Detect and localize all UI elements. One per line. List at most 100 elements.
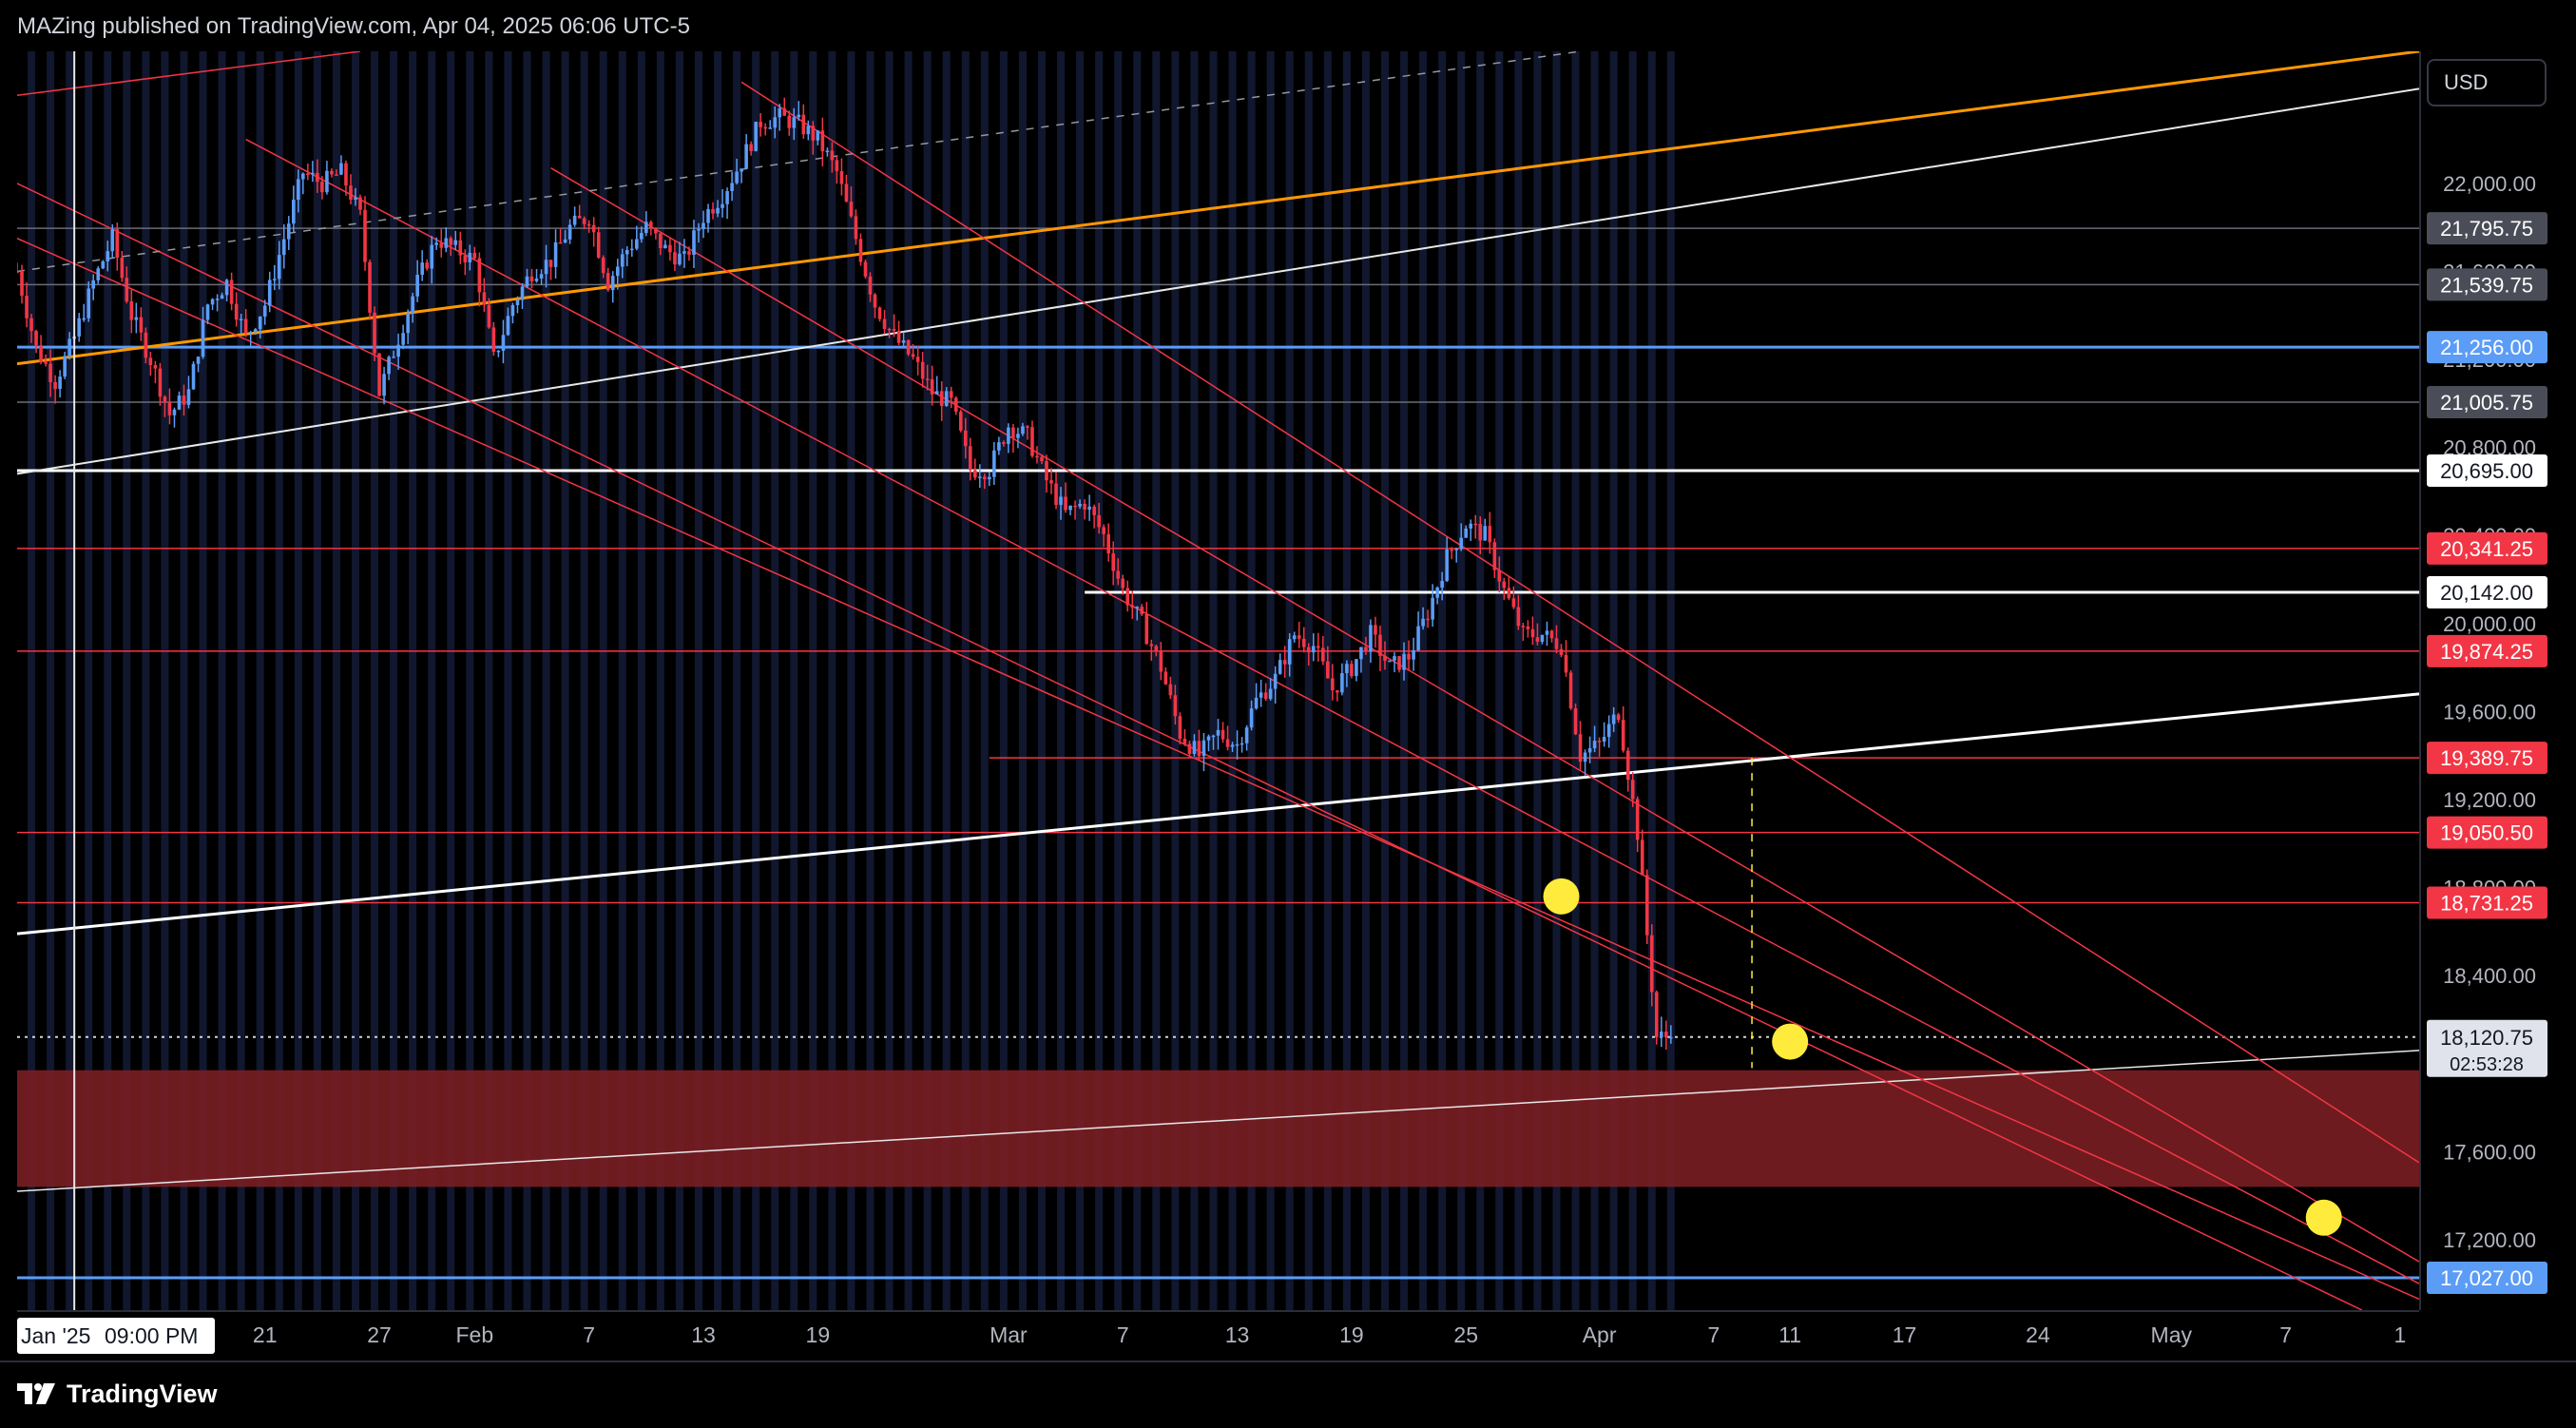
candle-body: [687, 251, 691, 255]
candle-body: [1412, 649, 1415, 660]
time-tick-label: 21: [253, 1322, 278, 1347]
trendlines: [17, 51, 2419, 1310]
candle-body: [711, 208, 715, 214]
candle-body: [1507, 588, 1511, 599]
candle-body: [1568, 672, 1573, 709]
session-band: [1323, 51, 1332, 1310]
session-band: [1018, 51, 1027, 1310]
candle-body: [1040, 456, 1044, 462]
candle-body: [272, 279, 277, 280]
candle-body: [1321, 647, 1325, 662]
candle-body: [944, 391, 949, 406]
candle-body: [816, 130, 820, 141]
candle-body: [215, 299, 220, 300]
level-tag: 19,050.50: [2440, 821, 2533, 845]
session-band: [866, 51, 875, 1310]
candle-body: [96, 268, 101, 280]
candle-body: [134, 317, 139, 320]
candle-body: [939, 391, 944, 406]
candle-body: [110, 229, 115, 252]
candle-body: [1426, 618, 1430, 621]
candle-body: [1616, 714, 1621, 721]
candle-body: [39, 345, 43, 362]
candle-body: [972, 470, 977, 478]
candle-body: [697, 228, 701, 231]
session-band: [694, 51, 702, 1310]
session-band: [104, 51, 112, 1310]
candle-body: [835, 160, 839, 172]
candle-body: [1445, 549, 1449, 582]
trendline: [17, 51, 2419, 366]
time-tick-label: May: [2151, 1322, 2193, 1347]
level-tag-bg: [2427, 531, 2547, 565]
candle-body: [253, 329, 258, 333]
candle-body: [1068, 505, 1072, 511]
session-band: [1514, 51, 1523, 1310]
candle-body: [1235, 743, 1240, 746]
candle-body: [596, 232, 601, 258]
footer-brand[interactable]: TradingView: [17, 1377, 218, 1411]
candle-body: [1459, 537, 1464, 550]
session-band: [904, 51, 913, 1310]
candle-body: [415, 274, 419, 297]
footer-brand-text: TradingView: [67, 1379, 218, 1408]
session-band: [1190, 51, 1199, 1310]
candle-body: [548, 260, 553, 267]
candle-body: [1554, 638, 1559, 649]
candle-body: [1306, 646, 1311, 653]
candle-body: [325, 170, 329, 193]
red-zone-rect: [17, 1070, 2419, 1187]
price-tick-label: 20,000.00: [2443, 612, 2536, 636]
candle-body: [182, 396, 186, 405]
candle-body: [983, 476, 987, 480]
candle-body: [1168, 684, 1173, 696]
candle-body: [1045, 461, 1048, 481]
session-band: [66, 51, 74, 1310]
candle-body: [330, 170, 334, 175]
candle-body: [1192, 741, 1197, 754]
candle-body: [1355, 659, 1358, 677]
candle-body: [1502, 581, 1507, 589]
session-band: [47, 51, 55, 1310]
session-band: [1076, 51, 1085, 1310]
currency-label: USD: [2444, 70, 2489, 94]
candle-body: [644, 222, 648, 234]
candle-body: [1273, 673, 1278, 689]
candle-body: [1625, 750, 1630, 781]
candle-body: [491, 327, 496, 352]
candle-body: [129, 300, 134, 320]
candle-body: [420, 262, 424, 275]
time-tick-label: 25: [1453, 1322, 1478, 1347]
currency-selector[interactable]: USD: [2427, 59, 2547, 106]
candle-body: [825, 150, 830, 153]
candle-body: [706, 208, 710, 223]
candle-body: [196, 357, 201, 364]
level-tag-bg: [2427, 742, 2547, 775]
candle-body: [1350, 664, 1354, 677]
candle-body: [615, 266, 620, 277]
candle-body: [358, 197, 362, 210]
session-band: [466, 51, 474, 1310]
candle-body: [915, 357, 920, 362]
trendline: [17, 692, 2419, 936]
candle-body: [1149, 644, 1154, 646]
candle-body: [1282, 660, 1287, 665]
candle-body: [115, 229, 120, 259]
candle-body: [1106, 533, 1110, 554]
candle-body: [434, 242, 439, 245]
candle-body: [673, 252, 677, 265]
candle-body: [153, 364, 158, 369]
candle-body: [444, 238, 449, 248]
candle-body: [67, 338, 71, 357]
candle-body: [629, 248, 634, 251]
crosshair-date-label: Jan '25: [21, 1323, 90, 1348]
candle-body: [1021, 426, 1025, 434]
candle-body: [1130, 605, 1135, 608]
current-price-tag: 18,120.75: [2440, 1026, 2533, 1050]
candle-body: [368, 261, 372, 313]
candle-body: [591, 224, 596, 233]
candle-body: [1669, 1036, 1673, 1039]
candle-body: [34, 331, 38, 346]
candle-body: [205, 304, 210, 320]
